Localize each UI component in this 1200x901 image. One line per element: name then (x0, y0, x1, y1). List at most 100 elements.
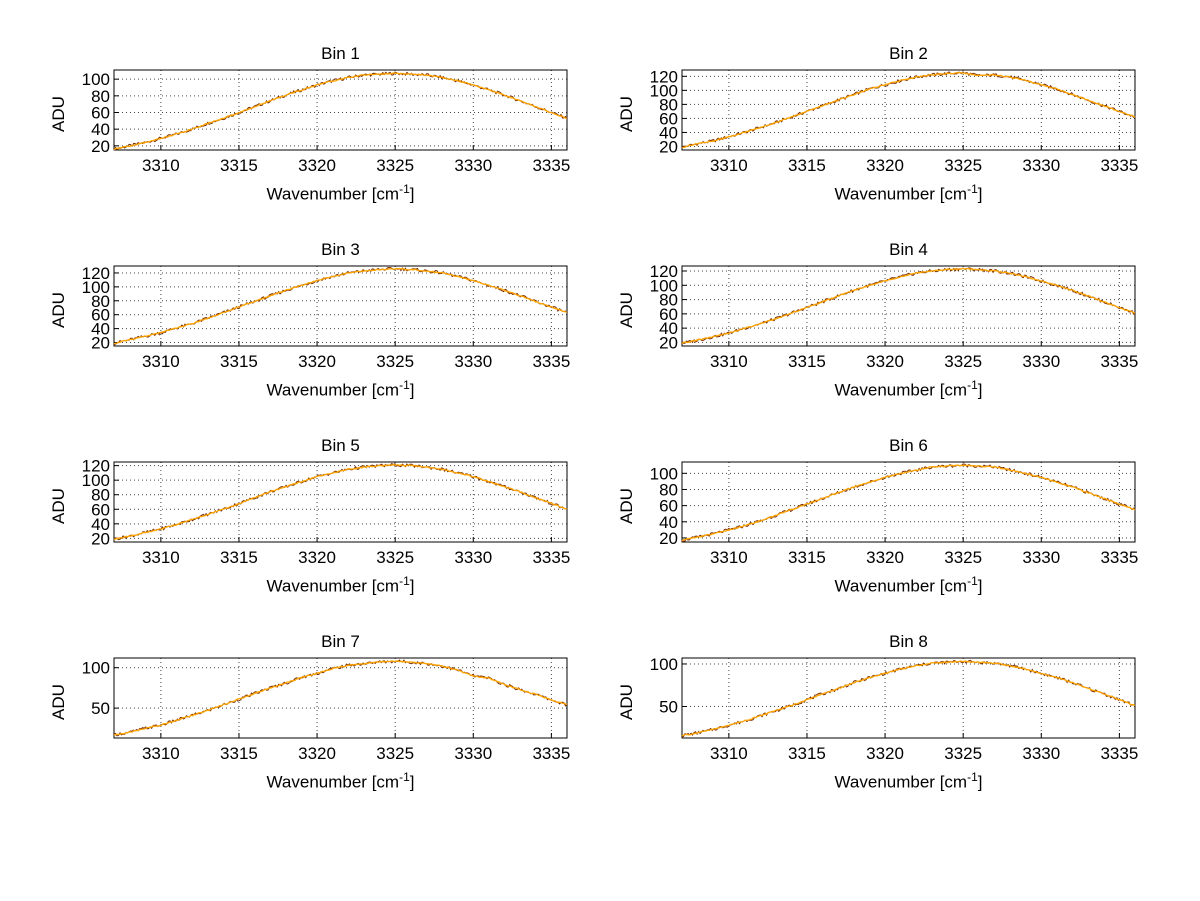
noise-trace (113, 462, 568, 541)
axes-box (113, 461, 568, 543)
subplot-bin-5: Bin 5 ADU 3310 3315 3320 3325 3330 3335 20 40 60… (46, 434, 586, 630)
x-tick-label: 3310 (142, 156, 180, 175)
axes-box (681, 461, 1136, 543)
x-tick-label: 3320 (866, 744, 904, 763)
x-axis-label: Wavenumber [cm-1] (114, 570, 567, 596)
axes-box (113, 265, 568, 347)
y-axis-label: ADU (617, 96, 636, 132)
x-axis-label-close: ] (409, 380, 415, 400)
y-axis-label: ADU (49, 292, 68, 328)
x-tick-label: 3335 (1100, 156, 1138, 175)
x-axis-label-sup: -1 (399, 574, 410, 588)
x-axis-label-sup: -1 (399, 770, 410, 784)
y-tick-label: 60 (91, 104, 110, 123)
subplot-bin-3: Bin 3 ADU 3310 3315 3320 3325 3330 3335 20 40 60… (46, 238, 586, 434)
x-axis-label: Wavenumber [cm-1] (682, 766, 1135, 792)
x-axis-label-sup: -1 (399, 378, 410, 392)
y-tick-label: 60 (91, 306, 110, 325)
x-tick-label: 3310 (710, 156, 748, 175)
x-tick-label: 3330 (454, 744, 492, 763)
y-tick-label: 40 (659, 513, 678, 532)
y-tick-label: 80 (91, 486, 110, 505)
x-tick-label: 3335 (532, 156, 570, 175)
y-axis-label: ADU (617, 684, 636, 720)
y-axis-label: ADU (49, 684, 68, 720)
subplot-bin-2: Bin 2 ADU 3310 3315 3320 3325 3330 3335 20 40 60… (614, 42, 1154, 238)
x-axis-label: Wavenumber [cm-1] (682, 374, 1135, 400)
y-tick-label: 60 (91, 500, 110, 519)
y-tick-label: 60 (659, 305, 678, 324)
x-axis-label: Wavenumber [cm-1] (682, 570, 1135, 596)
x-axis-label: Wavenumber [cm-1] (114, 178, 567, 204)
y-tick-label: 40 (91, 320, 110, 339)
plot-body: ADU 3310 3315 3320 3325 3330 3335 20 40 60 80 100 (46, 66, 586, 178)
plot-title: Bin 5 (321, 436, 360, 455)
spectrum-trace (113, 463, 568, 540)
x-axis-label-close: ] (977, 184, 983, 204)
y-tick-label: 100 (650, 464, 678, 483)
x-tick-label: 3310 (710, 352, 748, 371)
subplot-bin-6: Bin 6 ADU 3310 3315 3320 3325 3330 3335 20 40 60… (614, 434, 1154, 630)
y-tick-label: 100 (82, 471, 110, 490)
axes-box (113, 69, 568, 151)
axes-box (681, 69, 1136, 151)
y-tick-label: 40 (659, 123, 678, 142)
noise-trace (113, 71, 568, 151)
y-axis-label: ADU (617, 488, 636, 524)
x-tick-label: 3335 (532, 352, 570, 371)
y-axis-label: ADU (617, 292, 636, 328)
x-axis-label-text: Wavenumber [cm (266, 184, 400, 204)
y-tick-label: 100 (650, 276, 678, 295)
axes-box (681, 265, 1136, 347)
subplot-bin-7: Bin 7 ADU 3310 3315 3320 3325 3330 3335 50 100 … (46, 630, 586, 826)
x-tick-label: 3315 (788, 352, 826, 371)
y-tick-label: 50 (91, 699, 110, 718)
plot-canvas: 3310 3315 3320 3325 3330 3335 50 100 (82, 657, 570, 763)
plot-canvas: 3310 3315 3320 3325 3330 3335 50 100 (650, 655, 1139, 763)
y-tick-label: 20 (659, 137, 678, 156)
y-tick-label: 100 (82, 278, 110, 297)
y-tick-label: 100 (650, 81, 678, 100)
x-tick-label: 3325 (944, 744, 982, 763)
x-tick-label: 3330 (1022, 744, 1060, 763)
x-axis-label-text: Wavenumber [cm (834, 380, 968, 400)
x-tick-label: 3315 (788, 156, 826, 175)
x-axis-label-close: ] (977, 380, 983, 400)
x-axis-label-text: Wavenumber [cm (266, 772, 400, 792)
x-tick-label: 3335 (532, 744, 570, 763)
x-tick-label: 3320 (866, 352, 904, 371)
x-tick-label: 3330 (1022, 352, 1060, 371)
y-tick-label: 100 (82, 70, 110, 89)
subplot-grid: Bin 1 ADU 3310 3315 3320 3325 3330 3335 20 40 60… (46, 42, 1154, 826)
x-axis-label-sup: -1 (399, 182, 410, 196)
y-tick-label: 80 (91, 87, 110, 106)
y-tick-label: 80 (659, 480, 678, 499)
noise-trace (113, 659, 568, 737)
plot-title: Bin 3 (321, 240, 360, 259)
x-tick-label: 3310 (142, 744, 180, 763)
x-tick-label: 3325 (944, 156, 982, 175)
spectrum-trace (113, 72, 568, 151)
x-axis-label-text: Wavenumber [cm (266, 576, 400, 596)
x-tick-label: 3330 (454, 352, 492, 371)
x-tick-label: 3330 (454, 156, 492, 175)
x-tick-label: 3310 (142, 548, 180, 567)
plot-title: Bin 7 (321, 632, 360, 651)
x-axis-label: Wavenumber [cm-1] (114, 766, 567, 792)
spectrum-trace (681, 267, 1136, 344)
x-tick-label: 3320 (298, 352, 336, 371)
x-axis-label-close: ] (409, 772, 415, 792)
axes-box (113, 657, 568, 739)
spectrum-trace (681, 71, 1136, 149)
x-axis-label-text: Wavenumber [cm (834, 576, 968, 596)
x-tick-label: 3315 (220, 744, 258, 763)
x-tick-label: 3320 (298, 156, 336, 175)
x-tick-label: 3320 (866, 548, 904, 567)
x-axis-label-close: ] (977, 576, 983, 596)
x-tick-label: 3315 (220, 156, 258, 175)
x-axis-label-close: ] (409, 576, 415, 596)
spectrum-trace (681, 464, 1136, 542)
noise-trace (681, 659, 1136, 738)
x-axis-label-sup: -1 (967, 770, 978, 784)
